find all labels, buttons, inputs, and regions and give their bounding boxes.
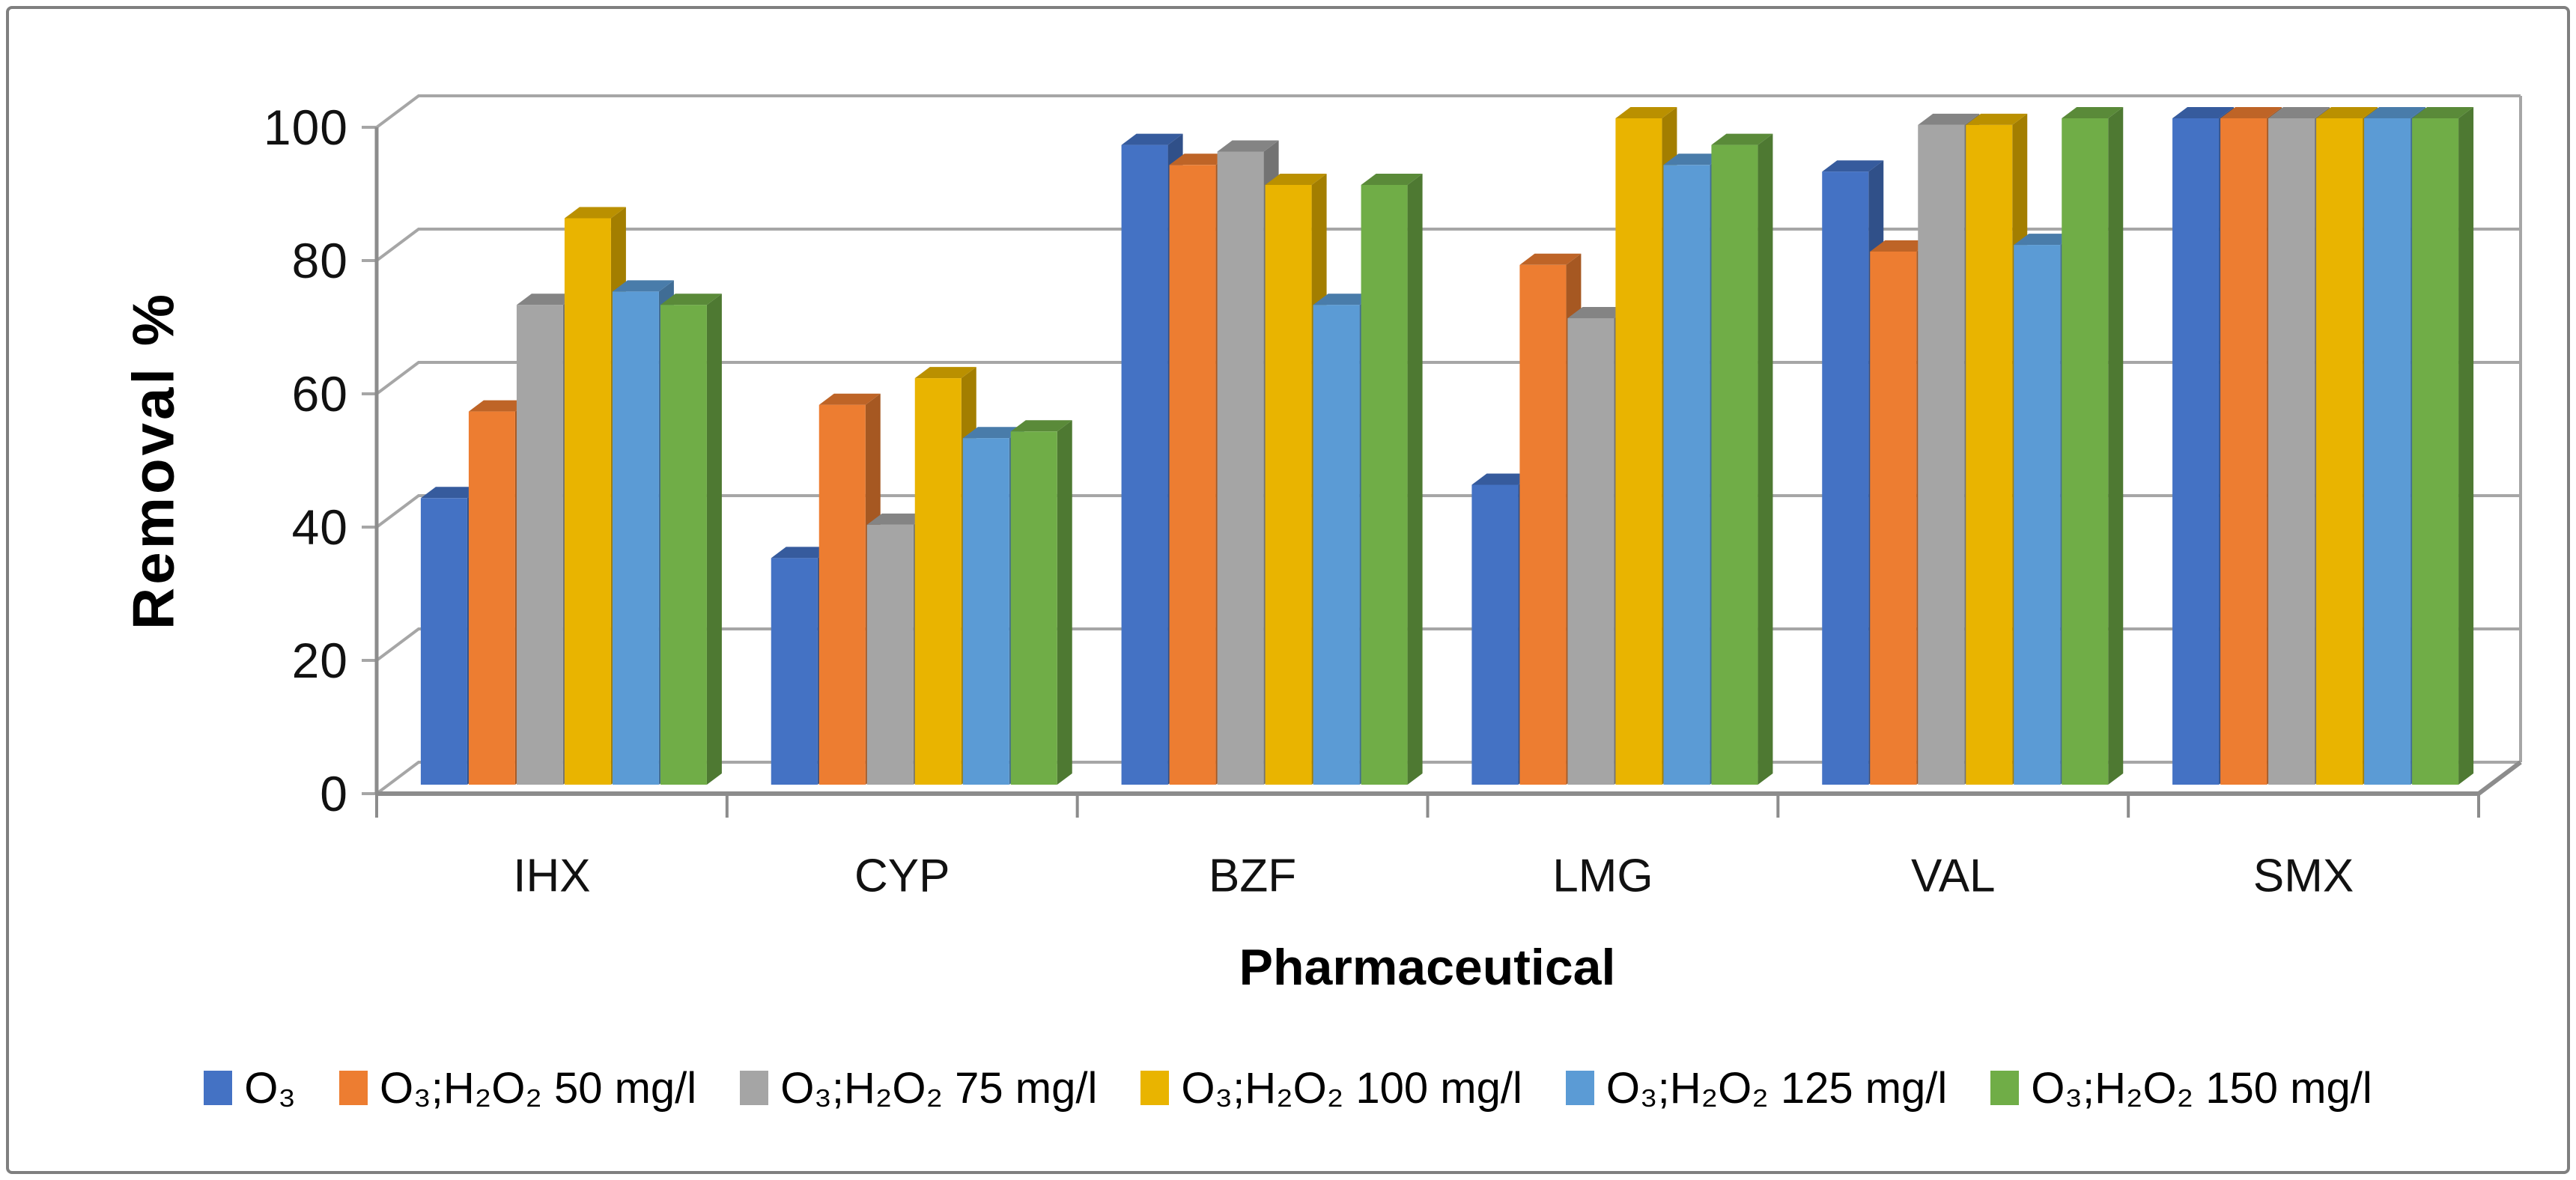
legend-label: O₃ (244, 1063, 296, 1113)
category-label-LMG: LMG (1552, 850, 1653, 902)
legend-item-3: O₃;H₂O₂ 100 mg/l (1140, 1063, 1522, 1113)
bar-BZF-series-5 (1361, 174, 1423, 785)
legend-swatch-icon (1565, 1071, 1594, 1105)
y-tick-label-60: 60 (291, 366, 348, 422)
legend-item-1: O₃;H₂O₂ 50 mg/l (338, 1063, 697, 1113)
category-label-SMX: SMX (2253, 850, 2354, 902)
x-axis-title: Pharmaceutical (1239, 939, 1616, 996)
chart-legend: O₃ O₃;H₂O₂ 50 mg/l O₃;H₂O₂ 75 mg/l O₃;H₂O₂ … (22, 1047, 2554, 1129)
bar-IHX-series-5 (660, 294, 722, 785)
legend-swatch-icon (1140, 1071, 1170, 1105)
y-tick-label-100: 100 (263, 100, 348, 155)
category-label-IHX: IHX (513, 850, 591, 902)
legend-item-5: O₃;H₂O₂ 150 mg/l (1990, 1063, 2372, 1113)
y-tick-label-0: 0 (320, 766, 348, 821)
legend-item-4: O₃;H₂O₂ 125 mg/l (1565, 1063, 1948, 1113)
legend-swatch-icon (204, 1071, 233, 1105)
bar-VAL-series-5 (2062, 107, 2124, 785)
legend-swatch-icon (1990, 1071, 2020, 1105)
category-label-BZF: BZF (1209, 850, 1297, 902)
category-label-CYP: CYP (854, 850, 950, 902)
bar-CYP-series-5 (1010, 420, 1072, 785)
legend-label: O₃;H₂O₂ 75 mg/l (780, 1063, 1098, 1113)
bar-SMX-series-5 (2412, 107, 2474, 785)
bar-LMG-series-5 (1711, 133, 1773, 785)
y-axis-title: Removal % (120, 291, 186, 630)
legend-label: O₃;H₂O₂ 50 mg/l (379, 1063, 697, 1113)
category-label-VAL: VAL (1910, 850, 1996, 902)
legend-label: O₃;H₂O₂ 150 mg/l (2031, 1063, 2372, 1113)
y-tick-label-20: 20 (291, 633, 348, 688)
y-tick-label-40: 40 (291, 499, 348, 555)
legend-swatch-icon (338, 1071, 368, 1105)
y-tick-label-80: 80 (291, 233, 348, 288)
legend-item-0: O₃ (204, 1063, 296, 1113)
legend-item-2: O₃;H₂O₂ 75 mg/l (740, 1063, 1097, 1113)
legend-label: O₃;H₂O₂ 125 mg/l (1606, 1063, 1948, 1113)
legend-swatch-icon (740, 1071, 769, 1105)
legend-label: O₃;H₂O₂ 100 mg/l (1181, 1063, 1522, 1113)
